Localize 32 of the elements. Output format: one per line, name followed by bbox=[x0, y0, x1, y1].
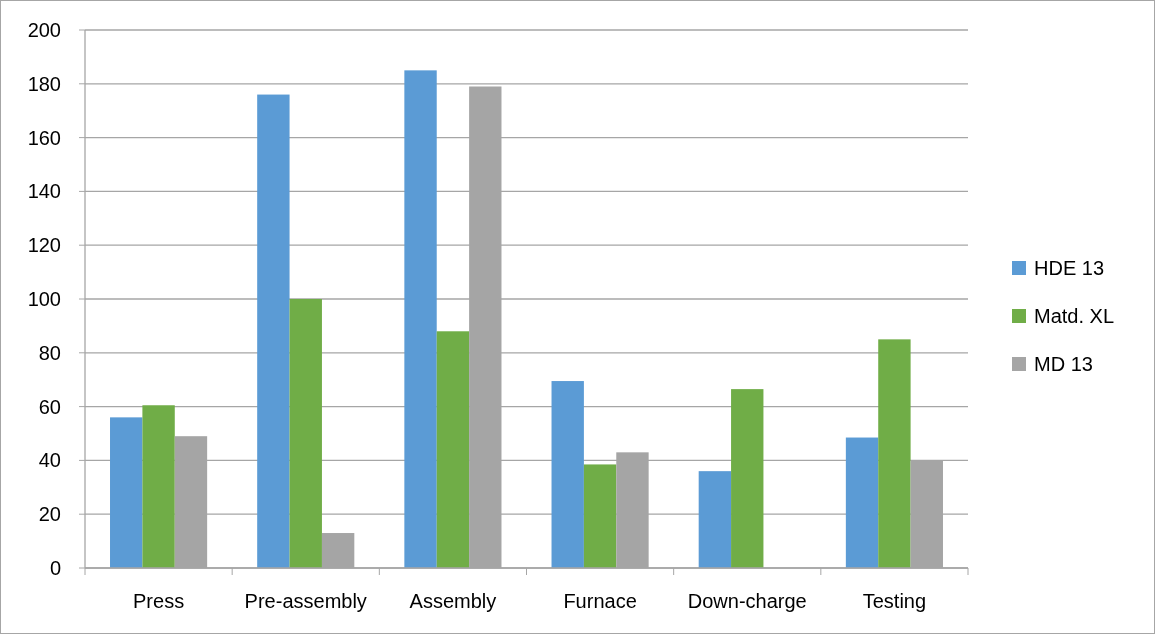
y-tick-label: 200 bbox=[27, 19, 61, 41]
legend-label: MD 13 bbox=[1034, 353, 1093, 375]
y-tick-label: 0 bbox=[49, 557, 61, 579]
x-tick-label: Assembly bbox=[409, 590, 497, 612]
y-tick-label: 160 bbox=[27, 126, 61, 149]
y-tick-label: 100 bbox=[27, 288, 61, 310]
bar bbox=[436, 331, 470, 568]
x-tick-label: Testing bbox=[862, 590, 927, 612]
x-tick-label: Furnace bbox=[563, 590, 637, 612]
y-tick-label: 40 bbox=[38, 449, 61, 472]
legend-label: HDE 13 bbox=[1034, 257, 1105, 279]
legend-label: Matd. XL bbox=[1034, 305, 1115, 327]
bar bbox=[731, 389, 764, 568]
y-tick-label: 140 bbox=[27, 180, 61, 203]
bar bbox=[404, 70, 437, 568]
y-tick-label: 60 bbox=[38, 395, 61, 418]
bar bbox=[257, 94, 290, 568]
x-tick-label: Pre-assembly bbox=[244, 590, 367, 612]
bar bbox=[289, 299, 322, 568]
bar bbox=[845, 437, 879, 568]
bar bbox=[583, 464, 617, 568]
y-tick-label: 120 bbox=[27, 234, 61, 257]
y-tick-label: 80 bbox=[38, 341, 61, 364]
bar bbox=[142, 405, 175, 568]
bar bbox=[878, 339, 911, 568]
x-tick-label: Press bbox=[133, 590, 185, 612]
bar bbox=[110, 417, 143, 568]
bar bbox=[551, 381, 584, 568]
x-tick-label: Down-charge bbox=[687, 590, 807, 612]
bar bbox=[698, 471, 732, 568]
y-tick-label: 180 bbox=[27, 72, 61, 95]
y-tick-label: 20 bbox=[38, 503, 61, 526]
